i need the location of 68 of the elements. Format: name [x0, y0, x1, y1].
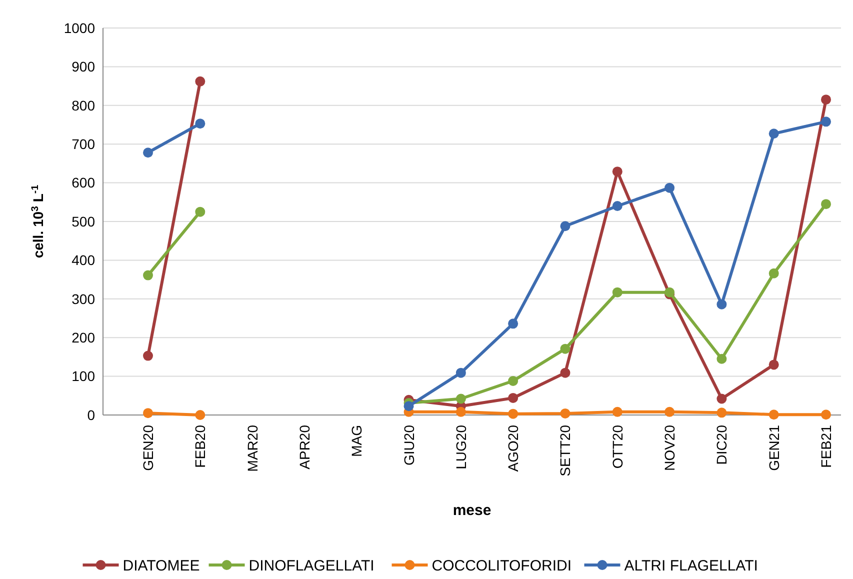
y-tick-label: 400 [72, 252, 96, 268]
point [560, 221, 570, 232]
x-tick-label: GIU20 [400, 424, 417, 466]
point [143, 408, 153, 418]
x-tick-label: AGO20 [505, 424, 522, 472]
x-tick-label: FEB20 [192, 424, 208, 468]
point [664, 182, 675, 193]
point [560, 368, 570, 378]
point [768, 360, 779, 370]
x-tick-label: GEN20 [140, 424, 156, 471]
y-tick-label: 300 [72, 290, 96, 307]
y-tick-label: 500 [72, 213, 96, 230]
y-tick-label: 600 [72, 174, 96, 191]
point [560, 408, 570, 418]
point [716, 354, 727, 364]
point [508, 392, 518, 403]
point [612, 166, 622, 177]
point [716, 299, 727, 310]
point [821, 116, 831, 127]
point [195, 206, 206, 217]
point [508, 318, 518, 329]
point [143, 350, 153, 361]
y-tick-label: 200 [72, 330, 96, 346]
point [821, 94, 831, 105]
y-tick-label: 900 [72, 58, 96, 75]
x-tick-label: NOV20 [662, 424, 678, 471]
y-tick-label: 700 [72, 136, 96, 152]
point [456, 406, 466, 417]
point [612, 201, 622, 212]
x-tick-label: SETT20 [557, 424, 574, 476]
point [195, 76, 206, 86]
point [404, 401, 414, 412]
x-tick-label: DIC20 [714, 424, 730, 465]
x-tick-label: MAG [348, 425, 365, 457]
point [612, 406, 622, 417]
point [456, 394, 466, 404]
point [143, 148, 153, 158]
point [716, 408, 727, 418]
point [508, 408, 518, 419]
x-tick-label: GEN21 [766, 424, 782, 471]
point [143, 270, 153, 280]
point [768, 268, 779, 278]
point [456, 368, 466, 378]
x-tick-label: FEB21 [818, 424, 834, 468]
point [716, 394, 727, 404]
point [612, 287, 622, 298]
legend-label: COCCOLITOFORIDI [432, 557, 572, 574]
legend-label: DIATOMEE [122, 557, 200, 574]
point [821, 410, 831, 420]
point [821, 199, 831, 210]
y-tick-label: 800 [72, 97, 96, 114]
legend-label: ALTRI FLAGELLATI [624, 557, 758, 574]
y-tick-label: 1000 [64, 20, 96, 36]
point [195, 410, 206, 420]
x-tick-label: MAR20 [244, 424, 260, 472]
x-tick-label: LUG20 [452, 424, 469, 470]
y-tick-label: 100 [72, 368, 96, 384]
point [768, 128, 779, 139]
point [508, 376, 518, 386]
x-axis-title: mese [452, 502, 492, 519]
x-tick-label: OTT20 [609, 424, 626, 469]
point [560, 344, 570, 354]
point [664, 406, 675, 417]
point [195, 118, 206, 129]
y-tick-label: 0 [87, 406, 96, 423]
point [768, 410, 779, 420]
x-tick-label: APR20 [296, 424, 312, 470]
legend-label: DINOFLAGELLATI [248, 557, 374, 574]
